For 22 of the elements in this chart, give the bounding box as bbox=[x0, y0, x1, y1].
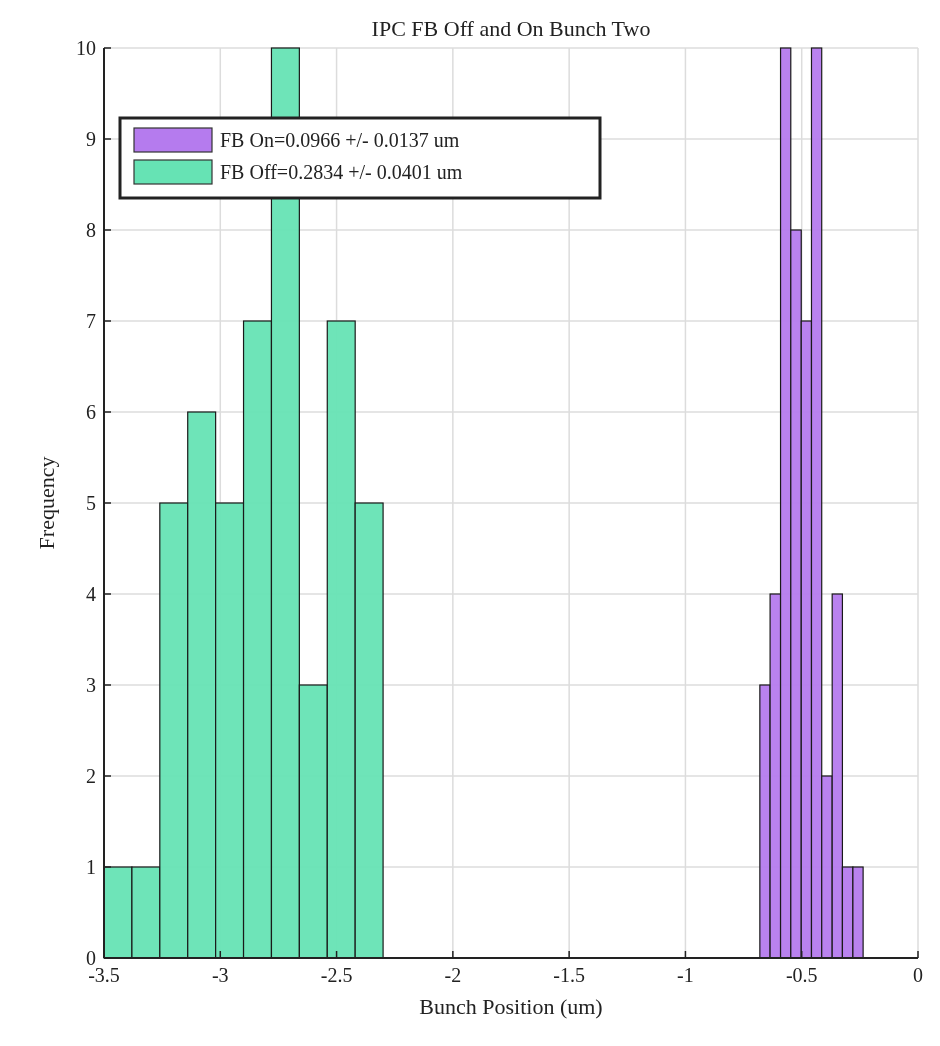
y-tick-label: 7 bbox=[86, 310, 96, 332]
legend-label: FB Off=0.2834 +/- 0.0401 um bbox=[220, 161, 463, 183]
x-tick-label: -1.5 bbox=[553, 964, 585, 986]
legend-label: FB On=0.0966 +/- 0.0137 um bbox=[220, 129, 460, 151]
y-tick-label: 8 bbox=[86, 219, 96, 241]
x-tick-label: -0.5 bbox=[785, 964, 818, 986]
x-tick-label: -3 bbox=[211, 964, 229, 986]
x-tick-label: -2 bbox=[444, 964, 462, 986]
y-tick-label: 1 bbox=[86, 856, 96, 878]
x-axis-title: Bunch Position (um) bbox=[419, 994, 603, 1019]
y-tick-label: 3 bbox=[86, 674, 96, 696]
y-tick-label: 2 bbox=[86, 765, 96, 787]
y-axis-title: Frequency bbox=[34, 456, 59, 550]
chart-title: IPC FB Off and On Bunch Two bbox=[371, 16, 651, 41]
y-tick-label: 10 bbox=[76, 37, 96, 59]
y-tick-label: 6 bbox=[86, 401, 96, 423]
y-tick-label: 9 bbox=[86, 128, 96, 150]
x-tick-label: -2.5 bbox=[320, 964, 353, 986]
x-tick-label: 0 bbox=[913, 964, 923, 986]
y-tick-label: 4 bbox=[86, 583, 96, 605]
y-tick-label: 5 bbox=[86, 492, 96, 514]
x-tick-label: -1 bbox=[677, 964, 694, 986]
